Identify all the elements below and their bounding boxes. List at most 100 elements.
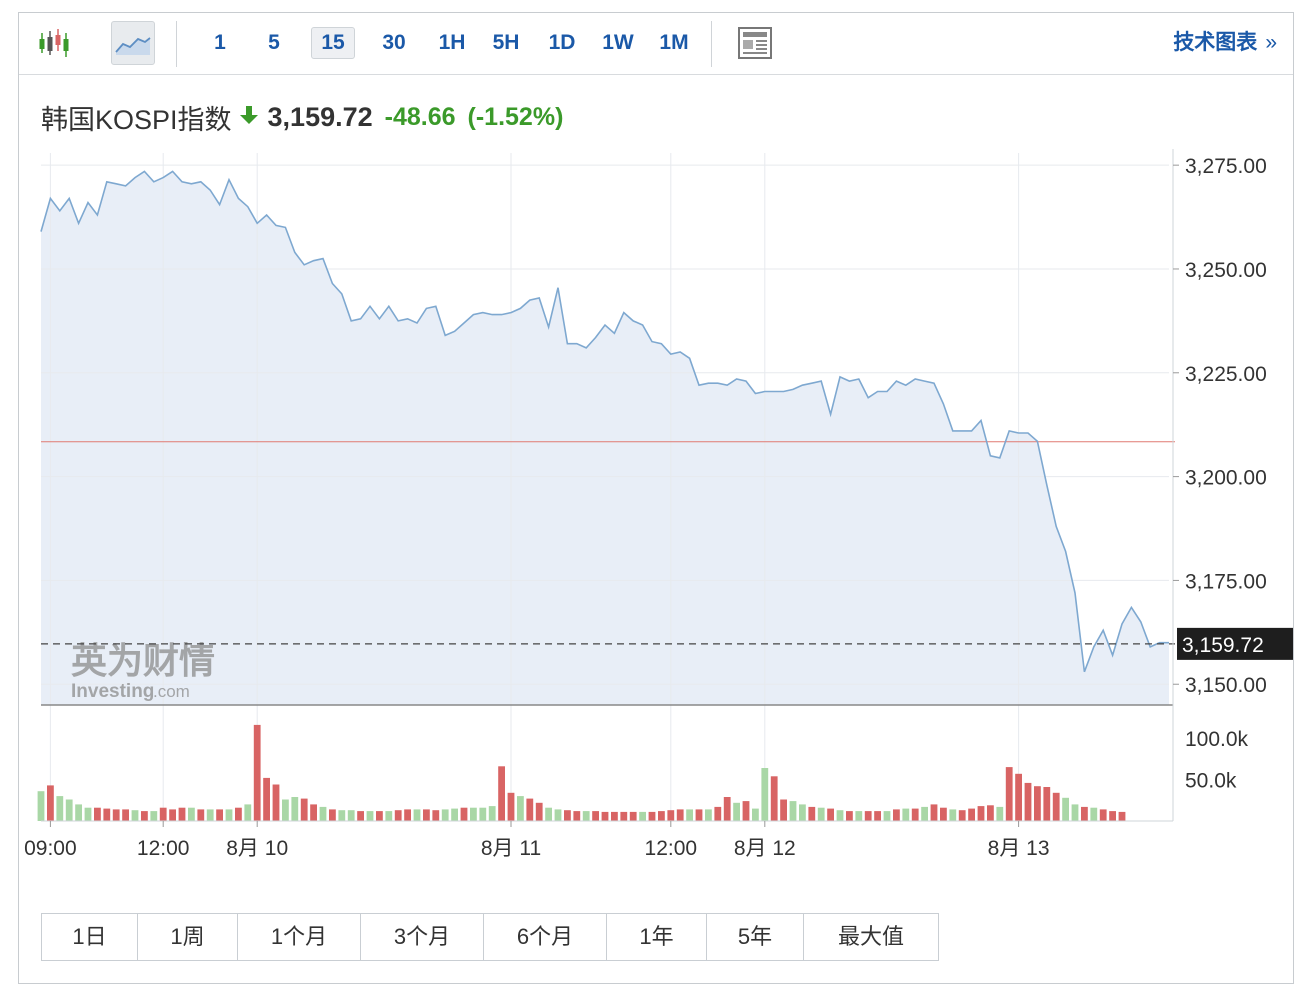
y-tick-label: 3,200.00 bbox=[1185, 467, 1267, 490]
volume-bar bbox=[1109, 811, 1116, 821]
interval-30-button[interactable]: 30 bbox=[382, 31, 406, 54]
interval-1h-button[interactable]: 1H bbox=[438, 31, 466, 54]
volume-bar bbox=[1005, 767, 1013, 821]
volume-bar bbox=[235, 807, 242, 821]
volume-bar bbox=[197, 809, 205, 821]
x-tick-label: 12:00 bbox=[645, 837, 698, 860]
range-button-1[interactable]: 1周 bbox=[138, 914, 238, 960]
volume-bar bbox=[1099, 809, 1107, 821]
volume-bar bbox=[244, 804, 252, 821]
volume-bar bbox=[357, 811, 364, 821]
x-tick-label: 8月 11 bbox=[481, 837, 541, 860]
volume-bar bbox=[103, 808, 111, 821]
x-tick-label: 09:00 bbox=[24, 837, 77, 860]
volume-bar bbox=[893, 809, 900, 821]
interval-5h-button[interactable]: 5H bbox=[492, 31, 520, 54]
volume-bar bbox=[253, 724, 261, 821]
volume-bar bbox=[611, 811, 618, 821]
volume-bar bbox=[752, 808, 759, 821]
interval-1m-button[interactable]: 1M bbox=[659, 31, 689, 54]
watermark-brand-en: Investing bbox=[71, 681, 154, 702]
x-tick-label: 8月 10 bbox=[226, 837, 288, 860]
volume-bar bbox=[639, 811, 646, 821]
range-button-0[interactable]: 1日 bbox=[42, 914, 138, 960]
volume-bar bbox=[385, 811, 393, 821]
volume-bar bbox=[836, 810, 844, 821]
volume-bar bbox=[940, 807, 947, 821]
volume-bar bbox=[770, 776, 778, 821]
range-button-3[interactable]: 3个月 bbox=[361, 914, 484, 960]
volume-bar bbox=[479, 807, 487, 821]
volume-bar bbox=[864, 811, 872, 821]
area-chart-icon[interactable] bbox=[111, 21, 155, 65]
interval-15-button[interactable]: 15 bbox=[311, 27, 355, 59]
volume-bar bbox=[319, 806, 327, 821]
volume-bar bbox=[761, 768, 769, 821]
volume-bar bbox=[977, 806, 985, 821]
volume-bar bbox=[968, 808, 975, 821]
interval-1d-button[interactable]: 1D bbox=[548, 31, 576, 54]
volume-bar bbox=[1071, 804, 1079, 821]
range-button-2[interactable]: 1个月 bbox=[238, 914, 361, 960]
volume-bar bbox=[338, 810, 346, 821]
volume-bar bbox=[958, 810, 966, 821]
range-button-4[interactable]: 6个月 bbox=[484, 914, 607, 960]
range-button-7[interactable]: 最大值 bbox=[804, 914, 938, 960]
interval-1w-button[interactable]: 1W bbox=[602, 31, 634, 54]
volume-bar bbox=[94, 807, 101, 821]
volume-bar bbox=[122, 809, 129, 821]
volume-bar bbox=[75, 804, 82, 821]
volume-bar bbox=[169, 809, 176, 821]
volume-bar bbox=[488, 806, 496, 821]
volume-bar bbox=[498, 766, 505, 821]
volume-bar bbox=[65, 799, 73, 821]
volume-bar bbox=[206, 809, 214, 821]
toolbar-separator bbox=[711, 21, 712, 67]
volume-bar bbox=[921, 806, 928, 821]
volume-bar bbox=[1052, 792, 1060, 821]
volume-bar bbox=[554, 809, 562, 821]
tech-chart-label: 技术图表 bbox=[1173, 31, 1258, 54]
range-button-5[interactable]: 1年 bbox=[607, 914, 707, 960]
volume-bar bbox=[686, 809, 693, 821]
watermark-brand-cn: 英为财情 bbox=[71, 641, 215, 682]
volume-bar bbox=[178, 807, 186, 821]
volume-bar bbox=[949, 809, 957, 821]
y-tick-label: 3,225.00 bbox=[1185, 363, 1267, 386]
quote-header: 韩国KOSPI指数 3,159.72 -48.66 (-1.52%) bbox=[41, 99, 563, 135]
interval-5-button[interactable]: 5 bbox=[268, 31, 280, 54]
volume-bar bbox=[1015, 773, 1022, 821]
volume-bar bbox=[535, 802, 543, 821]
last-price: 3,159.72 bbox=[267, 101, 373, 132]
volume-bar bbox=[451, 808, 458, 821]
volume-bar bbox=[545, 807, 552, 821]
tech-chart-link[interactable]: 技术图表 » bbox=[1173, 27, 1277, 59]
double-chevron-icon: » bbox=[1265, 31, 1277, 54]
volume-bar bbox=[1034, 786, 1041, 821]
price-change-percent: (-1.52%) bbox=[467, 102, 564, 131]
volume-bar bbox=[817, 807, 825, 821]
volume-bar bbox=[1024, 782, 1032, 821]
volume-bar bbox=[874, 811, 881, 821]
news-icon[interactable] bbox=[733, 21, 777, 65]
volume-bar bbox=[911, 808, 919, 821]
volume-bar bbox=[47, 785, 54, 821]
volume-bar bbox=[1118, 811, 1126, 821]
volume-bar bbox=[150, 811, 158, 821]
volume-bar bbox=[131, 810, 139, 821]
interval-1-button[interactable]: 1 bbox=[214, 31, 226, 54]
volume-bar bbox=[1090, 807, 1098, 821]
volume-bar bbox=[394, 810, 402, 821]
instrument-name: 韩国KOSPI指数 bbox=[41, 104, 232, 135]
volume-bar bbox=[714, 806, 722, 821]
volume-bar bbox=[291, 797, 299, 821]
price-line bbox=[40, 170, 1169, 673]
volume-bar bbox=[1043, 787, 1051, 821]
volume-bar bbox=[517, 796, 524, 821]
volume-bar bbox=[1081, 806, 1088, 821]
y-tick-label: 3,275.00 bbox=[1185, 155, 1267, 178]
candlestick-icon[interactable] bbox=[33, 21, 77, 65]
volume-bar bbox=[282, 799, 289, 821]
range-button-6[interactable]: 5年 bbox=[707, 914, 804, 960]
